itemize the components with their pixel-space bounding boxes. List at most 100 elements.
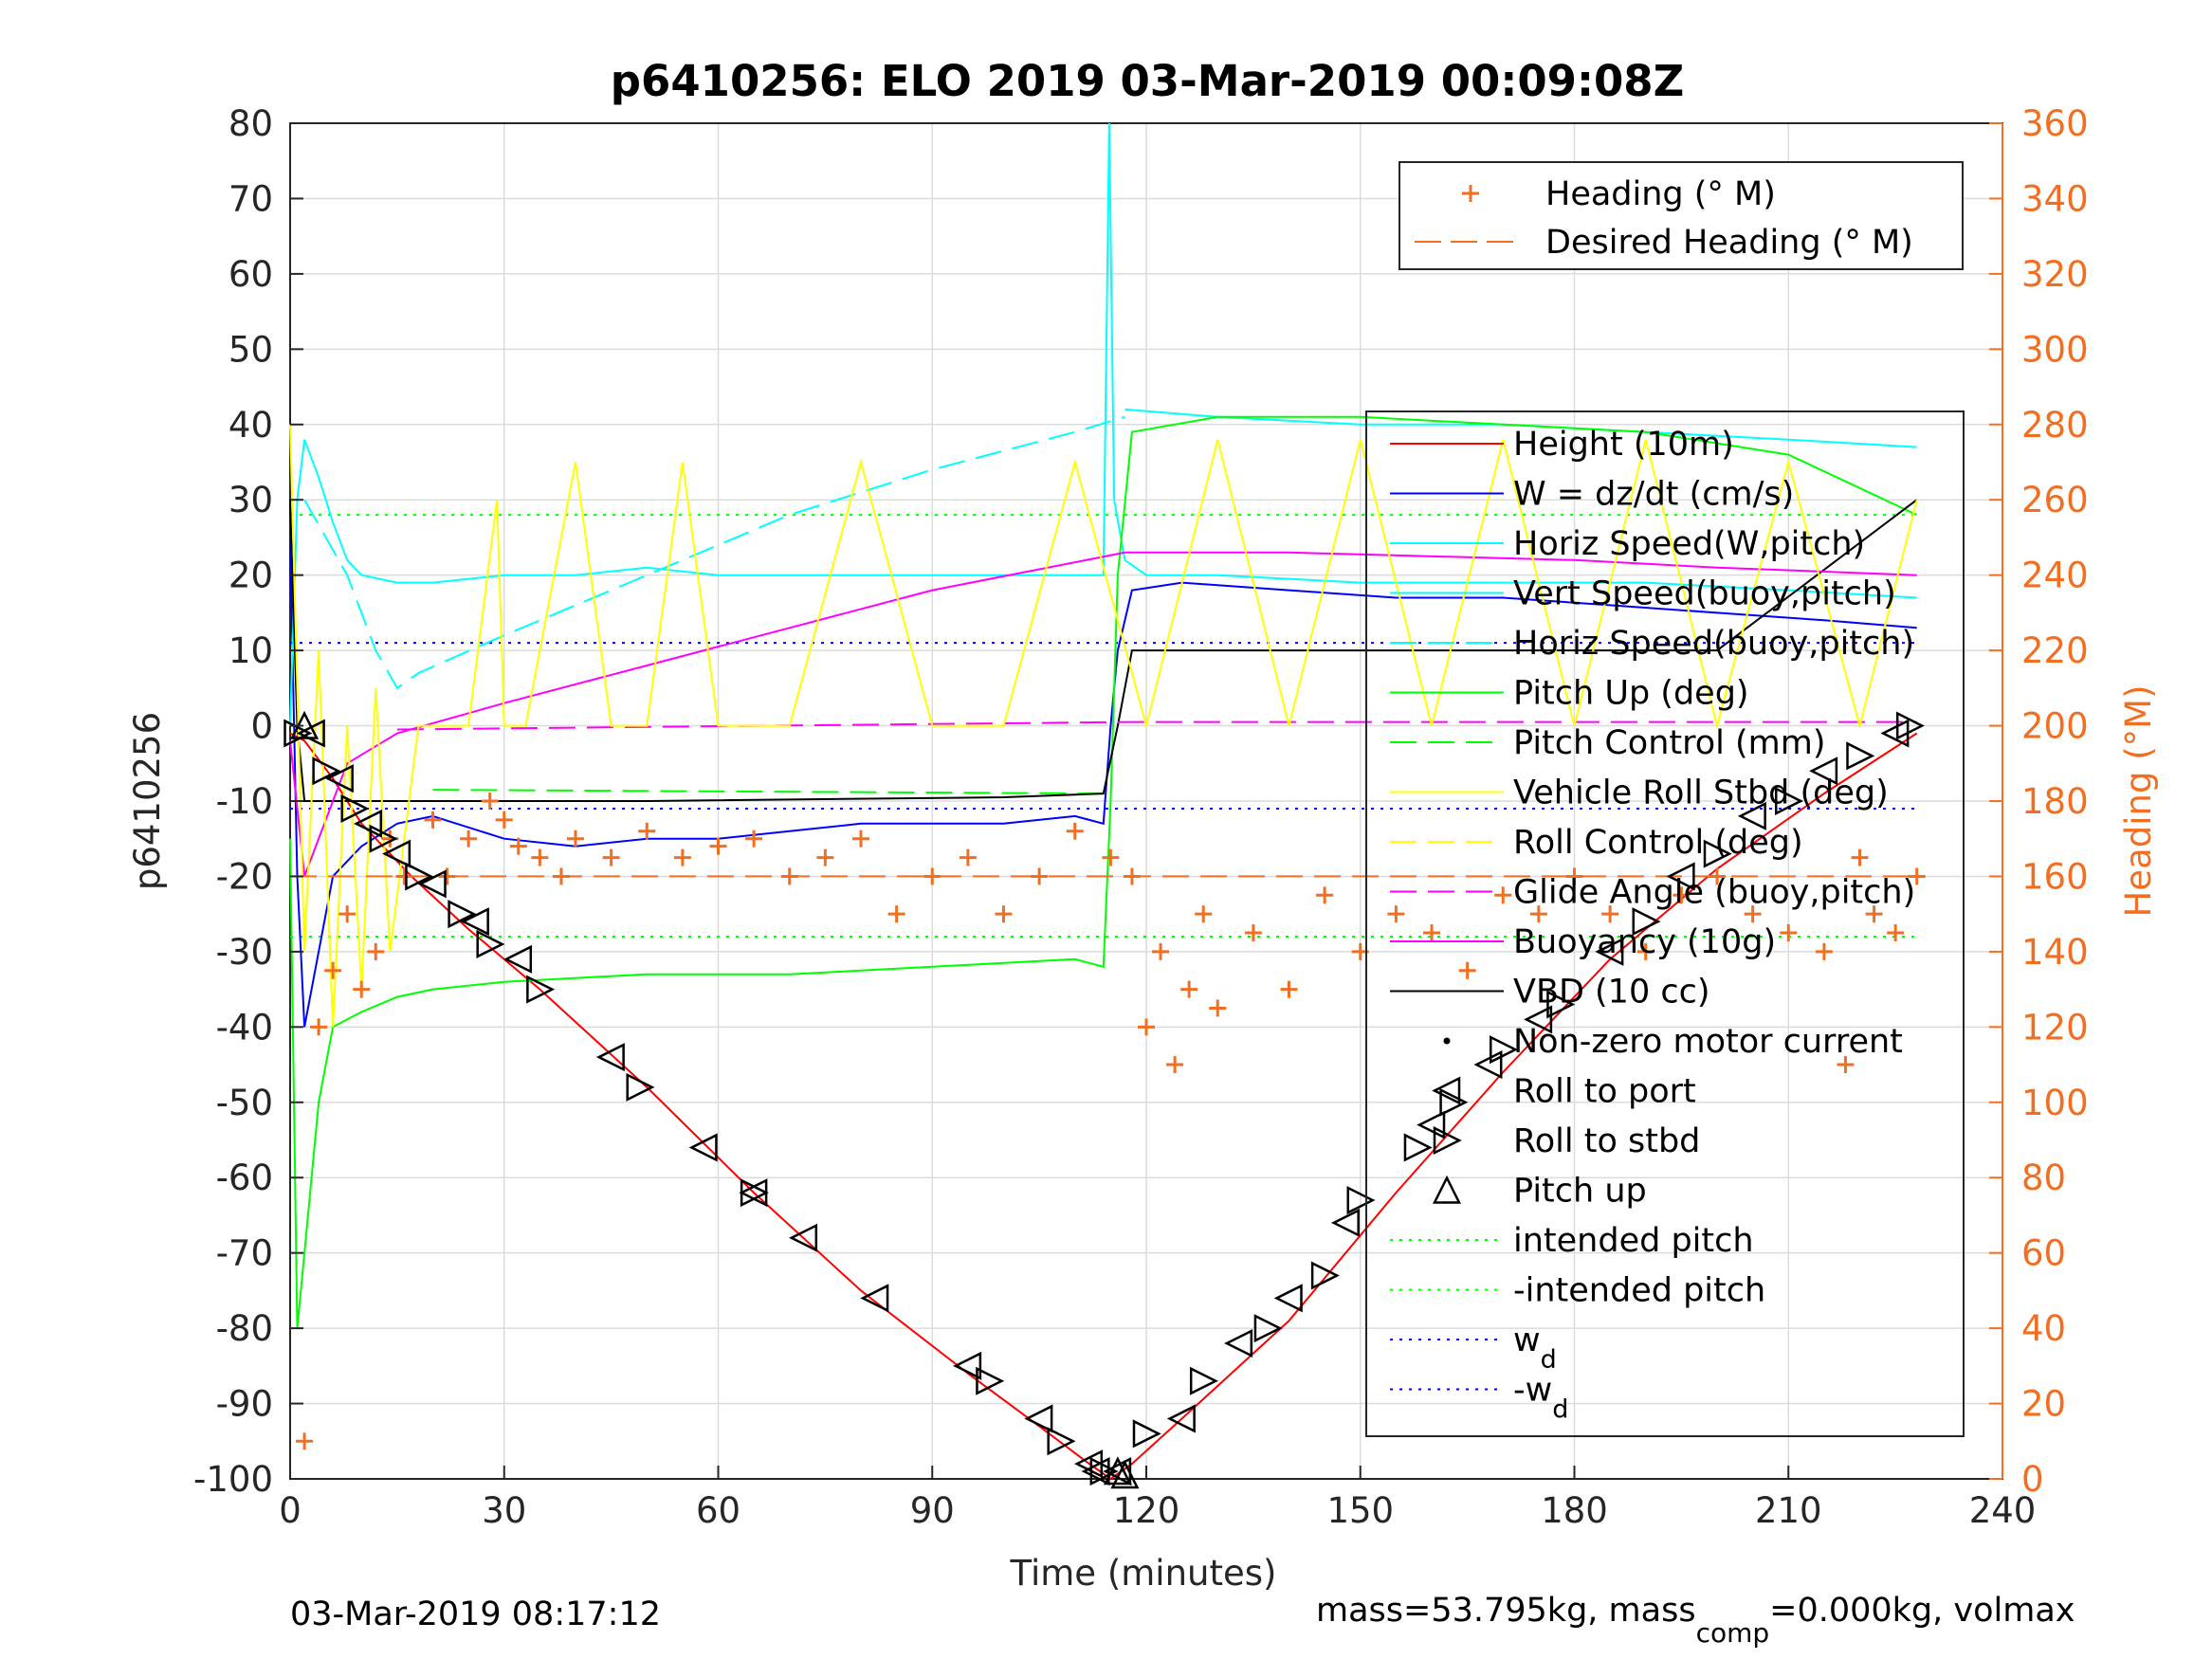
heading-point [531,848,549,866]
legend-entry-4: Horiz Speed(buoy,pitch) [1390,625,1914,663]
right-tick-label-7: 140 [2021,932,2089,973]
roll-to-stbd-marker [1310,1261,1340,1290]
legend-label-main-17: -intended pitch [1513,1272,1765,1310]
legend-label-17: -intended pitch [1513,1272,1765,1310]
roll-to-port-marker [1273,1284,1303,1313]
roll-to-stbd-marker [1346,1186,1376,1215]
heading-point [745,830,763,848]
legend-label-main-4: Horiz Speed(buoy,pitch) [1513,625,1914,663]
heading-legend-entry-heading: Heading (° M) [1545,175,1776,213]
roll-to-stbd-marker [1253,1314,1283,1343]
right-tick-label-11: 220 [2021,630,2089,671]
roll-to-stbd-marker [1703,839,1732,868]
legend-entry-5: Pitch Up (deg) [1390,675,1749,713]
roll-to-stbd-marker [1189,1366,1218,1395]
left-tick-label-0: -100 [193,1459,273,1500]
left-tick-label-7: -30 [216,932,273,973]
heading-legend-box [1398,161,1964,270]
heading-point [1494,886,1512,904]
heading-legend: Heading (° M) Desired Heading (° M) [1398,161,1964,270]
legend-label-2: Horiz Speed(W,pitch) [1513,525,1865,563]
left-tick-label-1: -90 [216,1384,273,1425]
legend-label-main-15: Pitch up [1513,1173,1647,1211]
heading-point [1138,1018,1155,1036]
legend-entry-2: Horiz Speed(W,pitch) [1390,525,1865,563]
heading-point [552,867,570,885]
left-tick-label-9: -10 [216,781,273,822]
x-tick-label-8: 240 [1969,1490,2037,1531]
heading-point [852,830,869,848]
roll-to-port-marker [1081,1457,1110,1486]
left-tick-label-15: 50 [229,329,273,370]
heading-point [567,830,584,848]
heading-point [310,1018,328,1036]
legend-entry-0: Height (10m) [1390,426,1734,464]
heading-point [1280,980,1298,998]
heading-point [1166,1056,1184,1074]
heading-point [923,867,941,885]
legend-label-main-12: Non-zero motor current [1513,1023,1903,1061]
heading-point [1152,942,1170,960]
legend-entry-9: Glide Angle (buoy,pitch) [1390,874,1915,912]
main-legend: Height (10m) W = dz/dt (cm/s) Horiz Speed(… [1365,410,1965,1437]
roll-to-port-marker [417,869,447,899]
heading-point [1209,999,1227,1017]
legend-sample-14 [1433,1125,1462,1156]
roll-to-stbd-marker [340,793,370,823]
roll-to-stbd-marker [1439,1087,1469,1117]
left-tick-label-8: -20 [216,856,273,897]
roll-to-stbd-marker [312,757,341,786]
roll-to-port-marker [1737,801,1766,830]
x-tick-label-1: 30 [482,1490,526,1531]
roll-to-port-marker [353,809,383,838]
right-tick-label-18: 360 [2021,103,2089,144]
roll-to-stbd-marker [1632,907,1661,937]
legend-label-main-18: w [1513,1322,1541,1359]
right-tick-label-1: 20 [2021,1384,2066,1425]
legend-label-9: Glide Angle (buoy,pitch) [1513,874,1915,912]
right-tick-label-3: 60 [2021,1233,2066,1274]
y-axis-label: p6410256 [127,712,168,890]
roll-to-port-marker [1473,1050,1503,1080]
legend-label-12: Non-zero motor current [1513,1023,1903,1061]
legend-entry-12: Non-zero motor current [1443,1023,1903,1061]
roll-to-port-marker [1417,1110,1446,1139]
roll-to-stbd-marker [1775,786,1804,816]
roll-to-port-marker [1166,1404,1196,1433]
left-tick-label-4: -60 [216,1158,273,1198]
right-tick-label-2: 40 [2021,1308,2066,1349]
heading-point [353,980,371,998]
left-tick-label-3: -70 [216,1233,273,1274]
pitch-up-marker [1110,1460,1140,1489]
series-line-9 [396,720,1917,731]
heading-point [959,848,977,866]
roll-to-stbd-marker [405,862,434,891]
legend-entry-19: -wd [1390,1372,1568,1425]
legend-label-3: Vert Speed(buoy,pitch) [1513,575,1896,613]
x-tick-label-2: 60 [696,1490,740,1531]
legend-label-19: -wd [1513,1372,1568,1425]
series-line-2 [289,122,1917,726]
legend-label-main-6: Pitch Control (mm) [1513,724,1825,762]
series-line-6 [432,789,1111,795]
heading-point [1780,924,1798,942]
left-tick-label-11: 10 [229,630,273,671]
heading-point [367,942,385,960]
heading-point [1565,867,1583,885]
series-line-1 [289,537,1917,1028]
roll-to-port-marker [789,1223,818,1252]
right-tick-label-14: 280 [2021,405,2089,446]
heading-point [1673,886,1691,904]
heading-point [1851,848,1869,866]
legend-sample-13 [1432,1076,1461,1105]
legend-label-10: Buoyancy (10g) [1513,923,1776,961]
roll-to-stbd-marker [1132,1419,1161,1449]
heading-point [481,793,499,810]
legend-label-14: Roll to stbd [1513,1122,1700,1160]
legend-label-main-3: Vert Speed(buoy,pitch) [1513,575,1896,613]
series-line-3 [303,415,1125,690]
roll-to-stbd-marker [740,1178,769,1208]
heading-point [438,867,456,885]
series-line-7 [289,499,1918,802]
